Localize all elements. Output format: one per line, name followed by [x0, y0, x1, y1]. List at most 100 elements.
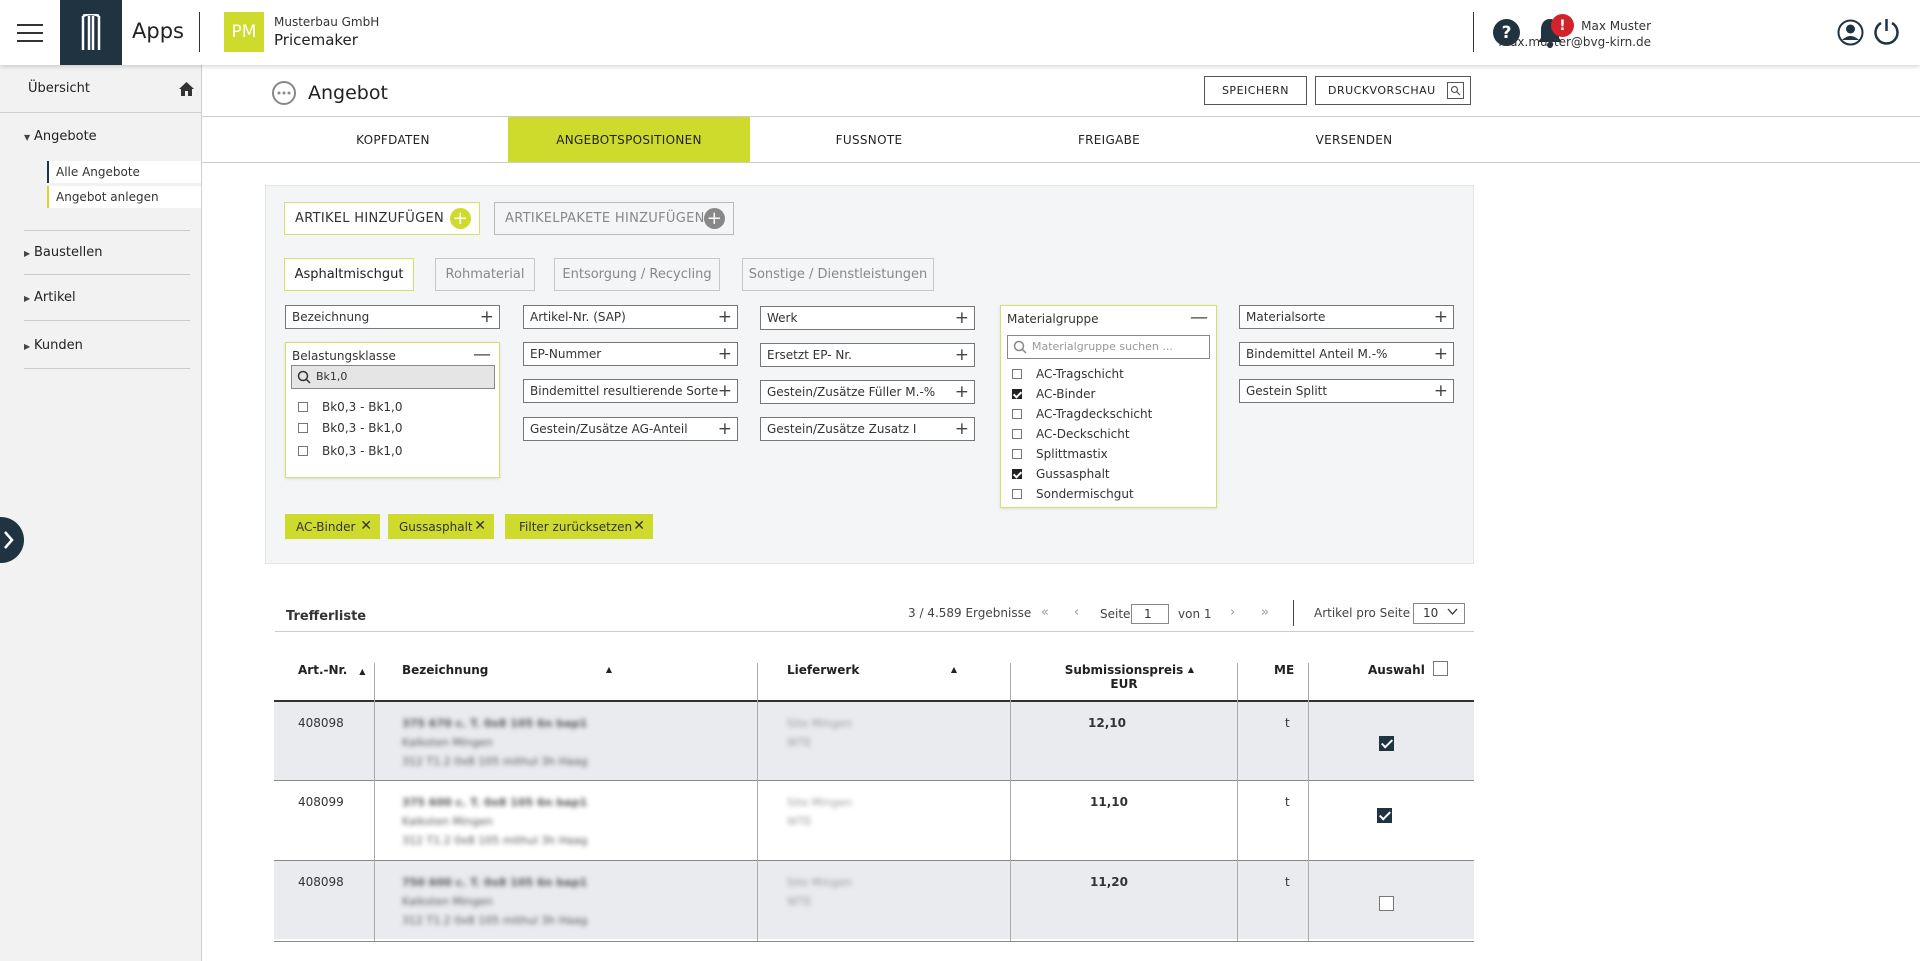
sidebar-toggle-icon[interactable]: [0, 517, 24, 563]
checkbox-checked[interactable]: [1012, 469, 1022, 479]
per-page-select[interactable]: 10: [1413, 603, 1465, 624]
help-icon[interactable]: ?: [1493, 19, 1520, 46]
filter-artikel-nr[interactable]: Artikel-Nr. (SAP) +: [523, 305, 738, 329]
select-all-checkbox[interactable]: [1433, 661, 1448, 676]
row-select-checkbox[interactable]: [1377, 808, 1392, 823]
option-belastungsklasse[interactable]: Bk0,3 - Bk1,0: [298, 399, 403, 415]
sidebar-item-angebote[interactable]: ▼ Angebote: [24, 129, 190, 144]
option-materialgruppe[interactable]: AC-Binder: [1012, 386, 1095, 402]
print-preview-button[interactable]: DRUCKVORSCHAU: [1315, 76, 1471, 105]
belastungsklasse-search-input[interactable]: Bk1,0: [291, 365, 495, 389]
option-belastungsklasse[interactable]: Bk0,3 - Bk1,0: [298, 420, 403, 436]
filter-bindemittel-anteil[interactable]: Bindemittel Anteil M.-% +: [1239, 342, 1454, 366]
minus-icon[interactable]: —: [1190, 307, 1208, 328]
notification-badge[interactable]: !: [1551, 14, 1574, 37]
option-materialgruppe[interactable]: Gussasphalt: [1012, 466, 1110, 482]
tab-versenden[interactable]: VERSENDEN: [1315, 132, 1393, 147]
page-number-input[interactable]: 1: [1131, 604, 1169, 624]
filter-gestein-ag[interactable]: Gestein/Zusätze AG-Anteil +: [523, 417, 738, 441]
column-header-lieferwerk[interactable]: Lieferwerk ▲: [787, 663, 957, 709]
close-icon[interactable]: ✕: [633, 518, 645, 534]
home-icon[interactable]: [178, 81, 194, 97]
filter-gestein-splitt[interactable]: Gestein Splitt +: [1239, 379, 1454, 403]
option-materialgruppe[interactable]: AC-Tragdeckschicht: [1012, 406, 1152, 422]
category-rohmaterial[interactable]: Rohmaterial: [435, 258, 535, 291]
filter-werk[interactable]: Werk +: [760, 306, 975, 330]
table-row[interactable]: 408098 750 600 c. T. 0x8 105 6n bap1 Kalk…: [274, 861, 1474, 939]
desc-line: 312 T1.2 0x8 105 mithul 3h Haag: [402, 914, 588, 927]
checkbox[interactable]: [1012, 369, 1022, 379]
sort-up-icon[interactable]: ▲: [950, 665, 957, 674]
checkbox[interactable]: [1012, 409, 1022, 419]
option-materialgruppe[interactable]: AC-Tragschicht: [1012, 366, 1124, 382]
tab-fussnote[interactable]: FUSSNOTE: [835, 132, 903, 147]
close-icon[interactable]: ✕: [360, 518, 372, 534]
checkbox[interactable]: [298, 446, 308, 456]
power-icon[interactable]: [1872, 17, 1901, 46]
first-page-icon[interactable]: «: [1041, 605, 1049, 620]
table-row[interactable]: 408099 375 600 c. T. 0x8 105 6n bap1 Kalk…: [274, 781, 1474, 859]
sidebar-item-baustellen[interactable]: ▶ Baustellen: [24, 245, 190, 260]
column-header-art-nr[interactable]: Art.-Nr. ▲: [298, 663, 365, 709]
row-select-checkbox[interactable]: [1379, 736, 1394, 751]
save-button[interactable]: SPEICHERN: [1204, 76, 1307, 105]
table-row[interactable]: 408098 375 670 c. T. 0x8 105 6n bap1 Kalk…: [274, 702, 1474, 780]
next-page-icon[interactable]: ›: [1230, 605, 1236, 620]
tab-angebotspositionen[interactable]: ANGEBOTSPOSITIONEN: [508, 117, 750, 162]
app-logo-icon[interactable]: [60, 0, 122, 65]
add-article-button[interactable]: ARTIKEL HINZUFÜGEN +: [284, 202, 480, 235]
option-materialgruppe[interactable]: Sondermischgut: [1012, 486, 1134, 502]
filter-ersetzt-ep[interactable]: Ersetzt EP- Nr. +: [760, 343, 975, 367]
checkbox[interactable]: [1012, 489, 1022, 499]
category-entsorgung[interactable]: Entsorgung / Recycling: [554, 258, 720, 291]
checkbox[interactable]: [298, 423, 308, 433]
menu-icon[interactable]: [0, 0, 60, 65]
option-belastungsklasse[interactable]: Bk0,3 - Bk1,0: [298, 443, 403, 459]
apps-label[interactable]: Apps: [132, 19, 184, 43]
checkbox[interactable]: [1012, 449, 1022, 459]
sidebar-item-kunden[interactable]: ▶ Kunden: [24, 338, 190, 353]
column-header-bezeichnung[interactable]: Bezeichnung ▲: [402, 663, 612, 709]
werk-line: Site Mingen: [787, 796, 852, 809]
cell-preis: 12,10: [1088, 716, 1126, 730]
last-page-icon[interactable]: »: [1261, 605, 1269, 620]
desc-line: 375 670 c. T. 0x8 105 6n bap1: [402, 717, 588, 730]
filter-gestein-fueller[interactable]: Gestein/Zusätze Füller M.-% +: [760, 380, 975, 404]
add-package-button[interactable]: ARTIKELPAKETE HINZUFÜGEN +: [494, 202, 734, 235]
close-icon[interactable]: ✕: [474, 518, 486, 534]
sort-up-icon[interactable]: ▲: [1187, 665, 1194, 674]
column-header-preis[interactable]: Submissionspreis EUR ▲: [1054, 663, 1194, 709]
sidebar-item-overview[interactable]: Übersicht: [0, 65, 201, 113]
option-materialgruppe[interactable]: Splittmastix: [1012, 446, 1108, 462]
dropdown-title: Belastungsklasse: [292, 349, 396, 363]
option-label: Gussasphalt: [1036, 467, 1110, 481]
materialgruppe-search-input[interactable]: Materialgruppe suchen ...: [1007, 335, 1210, 359]
checkbox-checked[interactable]: [1012, 389, 1022, 399]
row-select-checkbox[interactable]: [1379, 896, 1394, 911]
tab-kopfdaten[interactable]: KOPFDATEN: [356, 132, 430, 147]
filter-materialsorte[interactable]: Materialsorte +: [1239, 305, 1454, 329]
sidebar-subitem-alle-angebote[interactable]: Alle Angebote: [47, 161, 201, 183]
minus-icon[interactable]: —: [473, 344, 491, 365]
filter-chip-gussasphalt[interactable]: Gussasphalt ✕: [388, 514, 494, 539]
results-title: Trefferliste: [286, 609, 367, 624]
option-materialgruppe[interactable]: AC-Deckschicht: [1012, 426, 1130, 442]
filter-bezeichnung[interactable]: Bezeichnung +: [285, 305, 500, 329]
checkbox[interactable]: [298, 402, 308, 412]
sort-up-icon[interactable]: ▲: [359, 667, 366, 676]
filter-bindemittel-sorte[interactable]: Bindemittel resultierende Sorte +: [523, 379, 738, 403]
category-asphaltmischgut[interactable]: Asphaltmischgut: [284, 258, 414, 291]
filter-gestein-zusatz[interactable]: Gestein/Zusätze Zusatz I +: [760, 417, 975, 441]
tab-freigabe[interactable]: FREIGABE: [1077, 132, 1141, 147]
reset-filters-chip[interactable]: Filter zurücksetzen ✕: [505, 514, 653, 539]
filter-chip-ac-binder[interactable]: AC-Binder ✕: [285, 514, 380, 539]
sidebar-subitem-angebot-anlegen[interactable]: Angebot anlegen: [47, 186, 201, 208]
prev-page-icon[interactable]: ‹: [1074, 605, 1080, 620]
sort-up-icon[interactable]: ▲: [605, 665, 612, 674]
user-icon[interactable]: [1837, 19, 1864, 46]
filter-ep-nummer[interactable]: EP-Nummer +: [523, 342, 738, 366]
sidebar-item-artikel[interactable]: ▶ Artikel: [24, 290, 190, 305]
category-sonstige[interactable]: Sonstige / Dienstleistungen: [742, 258, 934, 291]
more-options-icon[interactable]: [272, 81, 296, 105]
checkbox[interactable]: [1012, 429, 1022, 439]
